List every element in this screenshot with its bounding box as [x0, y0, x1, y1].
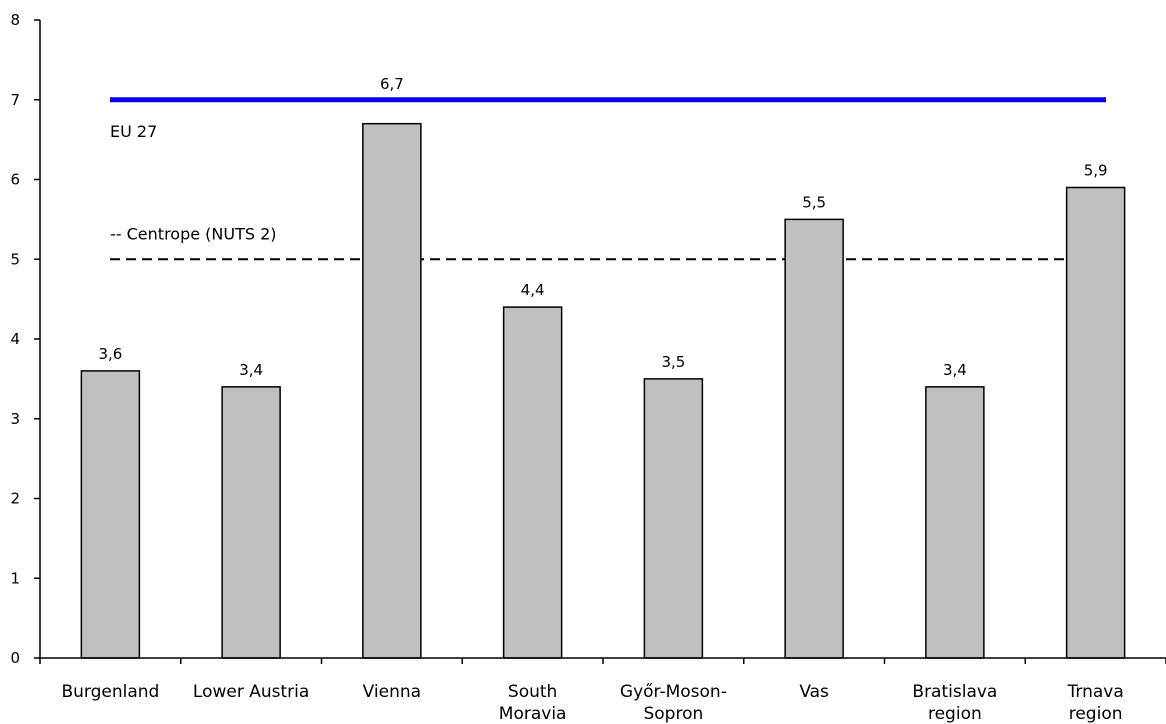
eu27-label: EU 27: [110, 122, 157, 141]
x-axis: Burgenland Lower Austria Vienna SouthMoravi…: [39, 657, 1166, 724]
centrope-label: -- Centrope (NUTS 2): [110, 224, 277, 243]
x-category-label: Burgenland: [61, 682, 159, 702]
bar: [784, 218, 844, 659]
x-category-label: Sopron: [643, 704, 703, 724]
data-label: 3,4: [943, 361, 967, 379]
data-label: 5,5: [802, 193, 826, 211]
y-tick-label: 3: [10, 410, 20, 428]
x-category-label: Vas: [799, 682, 829, 702]
x-category-label: Moravia: [499, 704, 567, 724]
data-label: 3,5: [661, 353, 685, 371]
y-tick-label: 6: [10, 171, 20, 189]
bar: [502, 306, 563, 659]
x-category-label: South: [508, 682, 557, 702]
y-tick-label: 7: [10, 91, 20, 109]
bar: [80, 370, 141, 659]
bar: [362, 122, 422, 659]
x-category-label: Bratislava: [912, 682, 997, 702]
x-category-label: region: [928, 704, 982, 724]
x-category-label: Trnava: [1067, 682, 1124, 702]
bars: [80, 122, 1126, 659]
reference-lines: [110, 97, 1106, 261]
data-label: 4,4: [521, 281, 545, 299]
bar: [925, 386, 985, 659]
bar: [1065, 186, 1126, 659]
y-tick-label: 2: [10, 490, 20, 508]
data-label: 3,6: [98, 345, 122, 363]
y-tick-label: 0: [10, 649, 20, 667]
bar: [221, 386, 281, 659]
vienna-value-annotation: 6,7: [380, 75, 404, 93]
y-tick-label: 5: [10, 250, 20, 268]
labels: EU 27 -- Centrope (NUTS 2) 3,6 3,4 4,4 3,5 5,5…: [98, 75, 1107, 379]
y-tick-label: 1: [10, 569, 20, 587]
data-label: 5,9: [1084, 161, 1108, 179]
x-category-label: region: [1069, 704, 1123, 724]
x-category-label: Győr-Moson-: [620, 682, 727, 702]
x-category-label: Lower Austria: [193, 682, 309, 702]
y-axis: 0 1 2 3 4 5 6 7 8: [10, 11, 41, 667]
x-category-label: Vienna: [363, 682, 421, 702]
y-tick-label: 8: [10, 11, 20, 29]
data-label: 3,4: [239, 361, 263, 379]
y-tick-label: 4: [10, 330, 20, 348]
bar: [643, 378, 704, 659]
